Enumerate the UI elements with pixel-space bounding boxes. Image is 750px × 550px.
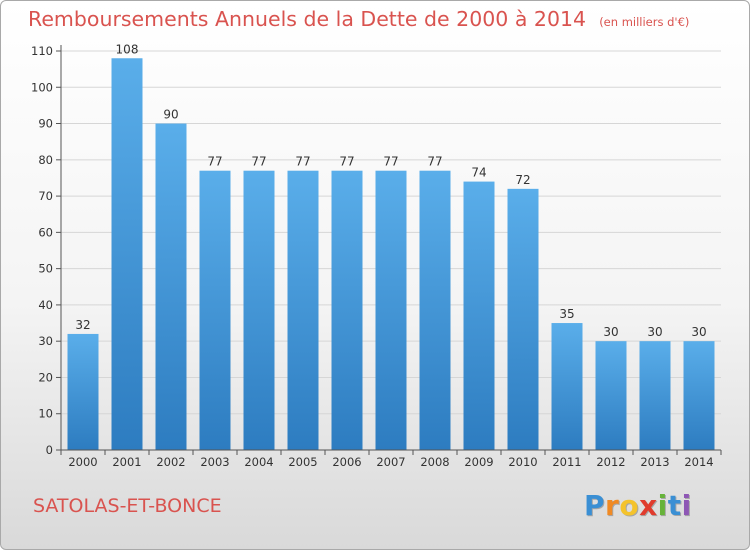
logo-letter: o	[619, 489, 640, 522]
bar-2002	[155, 123, 187, 450]
data-label-2010: 72	[515, 173, 530, 187]
x-tick-label-2012: 2012	[596, 455, 625, 469]
y-tick-label: 50	[38, 262, 53, 276]
bar-2005	[287, 170, 319, 450]
x-tick-label-2001: 2001	[112, 455, 141, 469]
x-tick-label-2005: 2005	[288, 455, 317, 469]
data-label-2007: 77	[383, 155, 398, 169]
proxiti-logo[interactable]: Proxiti	[584, 489, 692, 522]
data-label-2013: 30	[647, 325, 662, 339]
y-tick-label: 0	[46, 443, 53, 457]
bar-2000	[67, 333, 99, 450]
data-label-2000: 32	[75, 318, 90, 332]
logo-letter: P	[584, 489, 606, 522]
logo-letter: i	[681, 489, 692, 522]
logo-letter: t	[667, 489, 682, 522]
x-tick-label-2011: 2011	[552, 455, 581, 469]
x-tick-label-2013: 2013	[640, 455, 669, 469]
bar-2011	[551, 323, 583, 450]
y-tick-label: 70	[38, 189, 53, 203]
x-tick-label-2000: 2000	[68, 455, 97, 469]
bar-2004	[243, 170, 275, 450]
labels: 0 10 20 30 40 50 60 70 80 90 100 110 32 2000 108 2001 90…	[31, 42, 714, 469]
data-label-2004: 77	[251, 155, 266, 169]
x-tick-label-2007: 2007	[376, 455, 405, 469]
data-label-2009: 74	[471, 166, 486, 180]
y-tick-label: 30	[38, 334, 53, 348]
x-tick-label-2010: 2010	[508, 455, 537, 469]
x-tick-label-2009: 2009	[464, 455, 493, 469]
chart-unit-note: (en milliers d'€)	[599, 15, 690, 29]
data-label-2008: 77	[427, 155, 442, 169]
y-tick-label: 100	[31, 80, 53, 94]
data-label-2001: 108	[116, 42, 139, 56]
y-tick-label: 10	[38, 407, 53, 421]
y-tick-label: 90	[38, 117, 53, 131]
logo-letter: i	[657, 489, 668, 522]
bar-2003	[199, 170, 231, 450]
data-label-2002: 90	[163, 108, 178, 122]
data-label-2003: 77	[207, 155, 222, 169]
data-label-2006: 77	[339, 155, 354, 169]
bar-2008	[419, 170, 451, 450]
logo-letter: r	[605, 489, 620, 522]
y-tick-label: 60	[38, 225, 53, 239]
x-tick-label-2003: 2003	[200, 455, 229, 469]
y-tick-label: 110	[31, 44, 53, 58]
y-tick-label: 40	[38, 298, 53, 312]
bar-2007	[375, 170, 407, 450]
x-tick-label-2008: 2008	[420, 455, 449, 469]
x-tick-label-2004: 2004	[244, 455, 273, 469]
data-label-2005: 77	[295, 155, 310, 169]
bar-2012	[595, 341, 627, 450]
bar-2009	[463, 181, 495, 450]
y-tick-label: 20	[38, 370, 53, 384]
commune-name: SATOLAS-ET-BONCE	[33, 495, 222, 517]
y-tick-label: 80	[38, 153, 53, 167]
data-label-2012: 30	[603, 325, 618, 339]
data-label-2011: 35	[559, 307, 574, 321]
bar-2010	[507, 188, 539, 450]
bar-2013	[639, 341, 671, 450]
chart-title-text: Remboursements Annuels de la Dette de 20…	[28, 7, 587, 31]
x-tick-label-2002: 2002	[156, 455, 185, 469]
data-label-2014: 30	[691, 325, 706, 339]
x-tick-label-2014: 2014	[684, 455, 713, 469]
bar-2006	[331, 170, 363, 450]
x-tick-label-2006: 2006	[332, 455, 361, 469]
bar-2014	[683, 341, 715, 450]
axes	[56, 45, 722, 455]
bar-2001	[111, 58, 143, 450]
logo-letter: x	[639, 489, 658, 522]
chart-title: Remboursements Annuels de la Dette de 20…	[28, 7, 689, 31]
bars	[67, 58, 715, 450]
